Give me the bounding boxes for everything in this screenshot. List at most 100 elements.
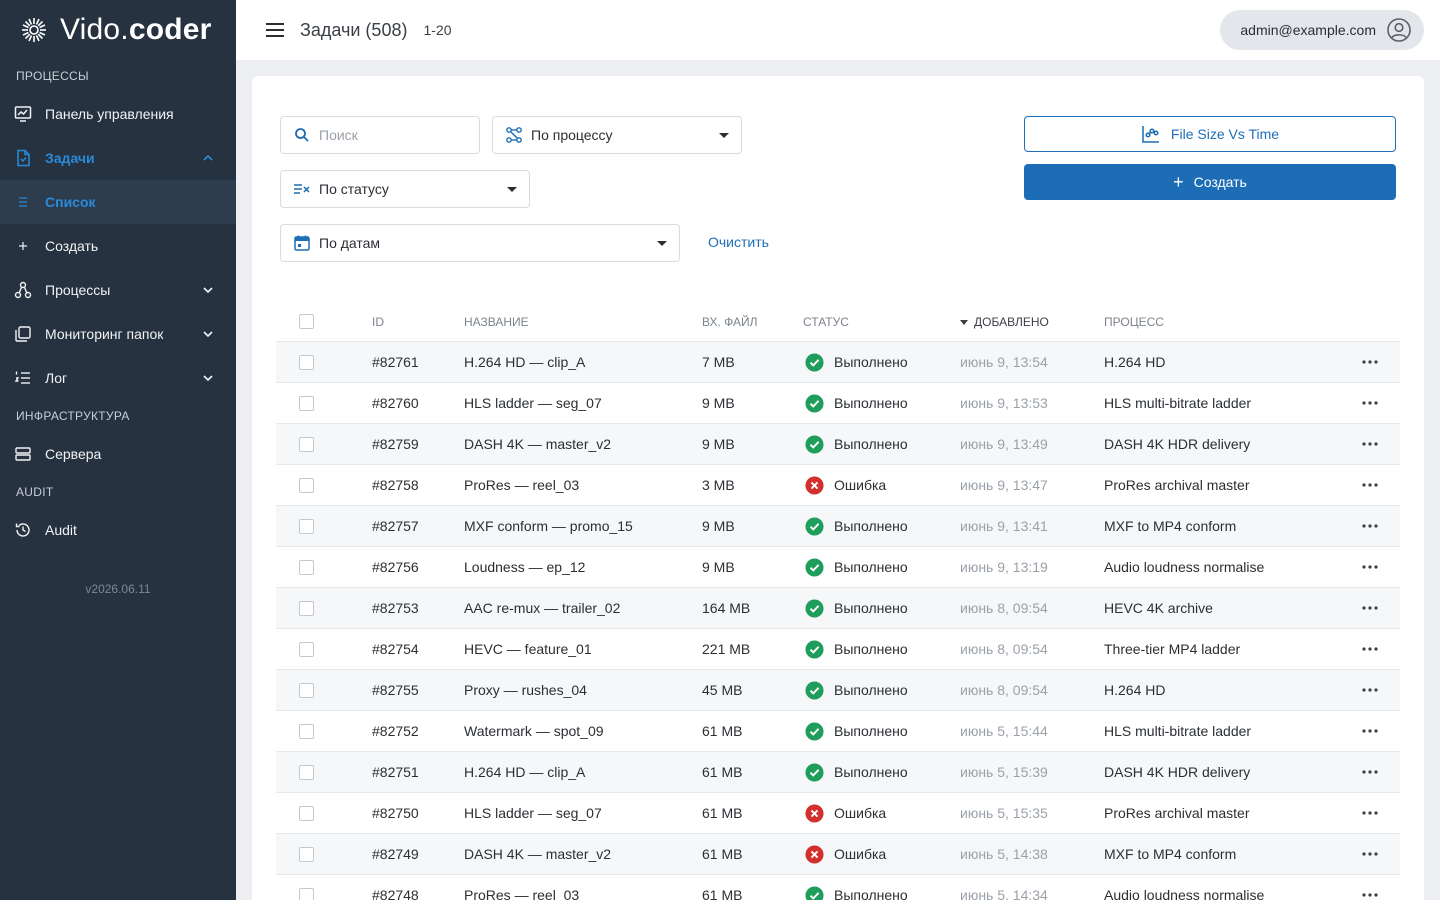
table-row[interactable]: #82755 Proxy — rushes_04 45 MB Выполнено июн… — [276, 670, 1400, 711]
row-checkbox[interactable] — [299, 477, 314, 493]
task-name[interactable]: Loudness — ep_12 — [464, 559, 586, 575]
task-name[interactable]: H.264 HD — clip_A — [464, 354, 586, 370]
table-row[interactable]: #82754 HEVC — feature_01 221 MB Выполнено ию… — [276, 629, 1400, 670]
column-header-added[interactable]: ДОБАВЛЕНО — [960, 315, 1104, 329]
row-checkbox[interactable] — [299, 846, 314, 862]
task-id[interactable]: #82752 — [372, 723, 419, 739]
sidebar-item-audit[interactable]: Audit — [0, 508, 236, 552]
task-id[interactable]: #82750 — [372, 805, 419, 821]
search-input[interactable] — [319, 127, 459, 143]
row-actions[interactable] — [1340, 687, 1400, 693]
app-logo[interactable]: Vido.coder — [0, 0, 236, 60]
sidebar-item-dashboard[interactable]: Панель управления — [0, 92, 236, 136]
process-name[interactable]: HLS multi-bitrate ladder — [1104, 723, 1252, 739]
process-name[interactable]: DASH 4K HDR delivery — [1104, 764, 1251, 780]
sidebar-item-create[interactable]: Создать — [0, 224, 236, 268]
sidebar-item-log[interactable]: Лог — [0, 356, 236, 400]
row-checkbox[interactable] — [299, 641, 314, 657]
row-actions[interactable] — [1340, 482, 1400, 488]
task-name[interactable]: HLS ladder — seg_07 — [464, 395, 602, 411]
row-checkbox[interactable] — [299, 682, 314, 698]
table-row[interactable]: #82759 DASH 4K — master_v2 9 MB Выполнено ию… — [276, 424, 1400, 465]
task-name[interactable]: ProRes — reel_03 — [464, 887, 580, 900]
row-checkbox[interactable] — [299, 395, 314, 411]
column-header-input-file[interactable]: ВХ. ФАЙЛ — [702, 314, 758, 329]
column-header-process[interactable]: ПРОЦЕСС — [1104, 314, 1164, 329]
row-actions[interactable] — [1340, 728, 1400, 734]
task-name[interactable]: AAC re-mux — trailer_02 — [464, 600, 621, 616]
column-header-status[interactable]: СТАТУС — [803, 314, 849, 329]
process-name[interactable]: MXF to MP4 conform — [1104, 846, 1237, 862]
more-actions-icon[interactable] — [1360, 359, 1380, 365]
table-row[interactable]: #82751 H.264 HD — clip_A 61 MB Выполнено июн… — [276, 752, 1400, 793]
task-name[interactable]: MXF conform — promo_15 — [464, 518, 633, 534]
file-size-vs-time-button[interactable]: File Size Vs Time — [1024, 116, 1396, 152]
task-id[interactable]: #82753 — [372, 600, 419, 616]
more-actions-icon[interactable] — [1360, 769, 1380, 775]
table-row[interactable]: #82752 Watermark — spot_09 61 MB Выполнено и… — [276, 711, 1400, 752]
table-row[interactable]: #82758 ProRes — reel_03 3 MB Ошибка июнь 9, … — [276, 465, 1400, 506]
date-filter-select[interactable]: По датам — [280, 224, 680, 262]
task-id[interactable]: #82760 — [372, 395, 419, 411]
more-actions-icon[interactable] — [1360, 564, 1380, 570]
task-name[interactable]: DASH 4K — master_v2 — [464, 846, 612, 862]
row-actions[interactable] — [1340, 605, 1400, 611]
more-actions-icon[interactable] — [1360, 810, 1380, 816]
task-name[interactable]: Watermark — spot_09 — [464, 723, 604, 739]
process-name[interactable]: DASH 4K HDR delivery — [1104, 436, 1251, 452]
more-actions-icon[interactable] — [1360, 892, 1380, 898]
sidebar-item-servers[interactable]: Сервера — [0, 432, 236, 476]
table-row[interactable]: #82757 MXF conform — promo_15 9 MB Выполнен… — [276, 506, 1400, 547]
sidebar-item-list[interactable]: Список — [0, 180, 236, 224]
search-field[interactable] — [280, 116, 480, 154]
more-actions-icon[interactable] — [1360, 646, 1380, 652]
clear-filters-link[interactable]: Очистить — [708, 234, 769, 250]
process-name[interactable]: ProRes archival master — [1104, 805, 1250, 821]
row-checkbox[interactable] — [299, 764, 314, 780]
sidebar-item-folder-monitoring[interactable]: Мониторинг папок — [0, 312, 236, 356]
table-row[interactable]: #82761 H.264 HD — clip_A 7 MB Выполнено июнь… — [276, 342, 1400, 383]
task-name[interactable]: Proxy — rushes_04 — [464, 682, 587, 698]
more-actions-icon[interactable] — [1360, 687, 1380, 693]
task-id[interactable]: #82751 — [372, 764, 419, 780]
task-id[interactable]: #82758 — [372, 477, 419, 493]
status-filter-select[interactable]: По статусу — [280, 170, 530, 208]
process-name[interactable]: MXF to MP4 conform — [1104, 518, 1237, 534]
hamburger-menu-icon[interactable] — [264, 19, 286, 41]
more-actions-icon[interactable] — [1360, 400, 1380, 406]
row-actions[interactable] — [1340, 810, 1400, 816]
task-name[interactable]: ProRes — reel_03 — [464, 477, 580, 493]
row-checkbox[interactable] — [299, 805, 314, 821]
task-name[interactable]: HLS ladder — seg_07 — [464, 805, 602, 821]
table-row[interactable]: #82749 DASH 4K — master_v2 61 MB Ошибка июнь… — [276, 834, 1400, 875]
table-row[interactable]: #82750 HLS ladder — seg_07 61 MB Ошибка июнь… — [276, 793, 1400, 834]
select-all-checkbox[interactable] — [299, 314, 314, 329]
row-checkbox[interactable] — [299, 354, 314, 370]
user-menu-button[interactable]: admin@example.com — [1220, 10, 1424, 50]
more-actions-icon[interactable] — [1360, 851, 1380, 857]
task-id[interactable]: #82759 — [372, 436, 419, 452]
table-row[interactable]: #82753 AAC re-mux — trailer_02 164 MB Выпол… — [276, 588, 1400, 629]
column-header-name[interactable]: НАЗВАНИЕ — [464, 314, 529, 329]
task-id[interactable]: #82761 — [372, 354, 419, 370]
more-actions-icon[interactable] — [1360, 482, 1380, 488]
task-id[interactable]: #82755 — [372, 682, 419, 698]
row-actions[interactable] — [1340, 564, 1400, 570]
sidebar-item-tasks[interactable]: Задачи — [0, 136, 236, 180]
row-checkbox[interactable] — [299, 559, 314, 575]
more-actions-icon[interactable] — [1360, 728, 1380, 734]
process-name[interactable]: Three-tier MP4 ladder — [1104, 641, 1241, 657]
row-checkbox[interactable] — [299, 887, 314, 900]
task-id[interactable]: #82756 — [372, 559, 419, 575]
row-actions[interactable] — [1340, 359, 1400, 365]
table-row[interactable]: #82756 Loudness — ep_12 9 MB Выполнено июнь … — [276, 547, 1400, 588]
column-header-id[interactable]: ID — [372, 314, 384, 329]
row-actions[interactable] — [1340, 851, 1400, 857]
row-actions[interactable] — [1340, 441, 1400, 447]
process-name[interactable]: Audio loudness normalise — [1104, 887, 1265, 900]
task-id[interactable]: #82748 — [372, 887, 419, 900]
row-actions[interactable] — [1340, 769, 1400, 775]
task-name[interactable]: H.264 HD — clip_A — [464, 764, 586, 780]
table-row[interactable]: #82760 HLS ladder — seg_07 9 MB Выполнено ию… — [276, 383, 1400, 424]
task-name[interactable]: DASH 4K — master_v2 — [464, 436, 612, 452]
